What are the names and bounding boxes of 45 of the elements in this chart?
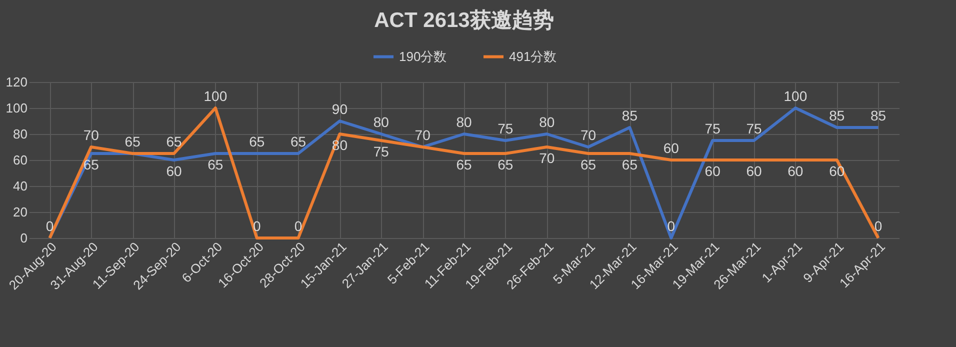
data-label: 85 <box>870 108 886 124</box>
y-tick-label: 120 <box>6 74 28 90</box>
data-label: 65 <box>208 156 224 172</box>
y-tick-label: 80 <box>13 126 28 142</box>
data-label: 0 <box>874 218 882 234</box>
data-label: 65 <box>580 156 596 172</box>
y-tick-label: 20 <box>13 204 28 220</box>
data-label: 80 <box>539 114 555 130</box>
data-label: 60 <box>166 163 182 179</box>
data-label: 70 <box>414 127 431 143</box>
legend-label: 491分数 <box>509 48 557 64</box>
data-label: 80 <box>456 114 472 130</box>
y-tick-label: 100 <box>6 100 28 116</box>
data-label: 70 <box>83 127 100 143</box>
data-label: 60 <box>788 163 804 179</box>
y-tick-label: 40 <box>13 178 28 194</box>
data-label: 0 <box>667 218 676 234</box>
data-label: 0 <box>294 218 302 234</box>
data-label: 65 <box>622 156 638 172</box>
y-tick-label: 0 <box>20 230 28 246</box>
data-label: 100 <box>784 88 808 104</box>
data-label: 100 <box>204 88 228 104</box>
data-label: 75 <box>498 120 514 136</box>
data-label: 60 <box>663 140 680 156</box>
data-label: 65 <box>124 134 141 150</box>
data-label: 65 <box>498 156 514 172</box>
data-label: 85 <box>829 108 845 124</box>
y-tick-label: 60 <box>13 152 28 168</box>
data-label: 70 <box>580 127 596 143</box>
data-label: 75 <box>373 144 390 160</box>
data-label: 80 <box>373 114 390 130</box>
data-label: 60 <box>746 163 762 179</box>
legend-label: 190分数 <box>399 48 447 64</box>
chart-title: ACT 2613获邀趋势 <box>374 9 554 32</box>
data-label: 65 <box>456 156 472 172</box>
data-label: 75 <box>746 120 762 136</box>
data-label: 75 <box>704 120 721 136</box>
data-label: 90 <box>332 101 348 117</box>
data-label: 70 <box>539 150 555 166</box>
data-label: 65 <box>166 134 182 150</box>
data-label: 65 <box>249 134 265 150</box>
data-label: 65 <box>290 134 306 150</box>
data-label: 85 <box>622 108 638 124</box>
data-label: 0 <box>46 218 54 234</box>
data-label: 60 <box>704 163 721 179</box>
